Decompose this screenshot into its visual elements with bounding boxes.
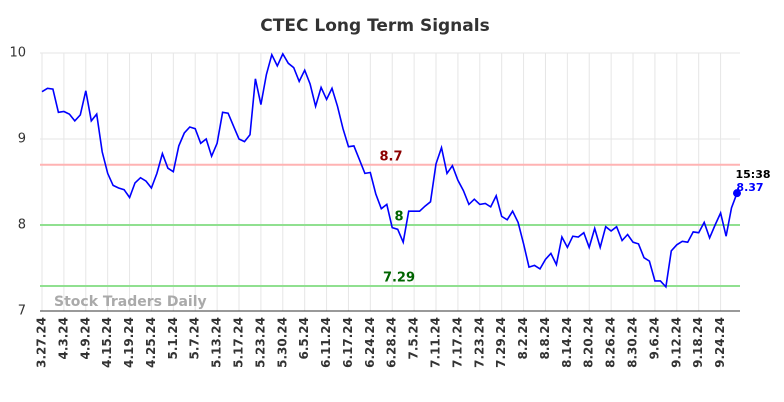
x-tick-label: 9.6.24: [647, 317, 661, 360]
y-tick-label: 10: [9, 46, 26, 61]
x-tick-label: 8.26.24: [604, 317, 618, 368]
x-tick-label: 6.24.24: [363, 317, 377, 368]
x-tick-label: 8.30.24: [626, 317, 640, 368]
x-tick-label: 8.14.24: [560, 317, 574, 368]
reference-label: 8.7: [379, 149, 402, 164]
x-tick-label: 8.2.24: [516, 317, 530, 360]
reference-label: 7.29: [383, 271, 415, 286]
x-tick-label: 6.28.24: [385, 317, 399, 368]
x-tick-label: 8.8.24: [538, 317, 552, 360]
y-tick-label: 8: [18, 218, 26, 233]
x-tick-label: 4.3.24: [56, 317, 70, 360]
x-tick-label: 9.18.24: [691, 317, 705, 368]
reference-label: 8: [394, 210, 403, 225]
x-tick-label: 4.19.24: [122, 317, 136, 368]
last-time: 15:38: [735, 168, 770, 181]
x-tick-label: 8.20.24: [582, 317, 596, 368]
last-point: [733, 189, 741, 198]
x-tick-label: 6.5.24: [297, 317, 311, 360]
x-tick-label: 4.15.24: [100, 317, 114, 368]
x-tick-label: 5.13.24: [210, 317, 224, 368]
x-tick-label: 9.12.24: [669, 317, 683, 368]
x-tick-label: 9.24.24: [713, 317, 727, 368]
x-tick-label: 4.9.24: [78, 317, 92, 360]
x-tick-label: 3.27.24: [35, 317, 49, 368]
x-tick-label: 7.23.24: [472, 317, 486, 368]
chart-title: CTEC Long Term Signals: [260, 16, 489, 36]
x-tick-label: 7.29.24: [494, 317, 508, 368]
last-value: 8.37: [736, 181, 763, 194]
x-tick-label: 5.30.24: [275, 317, 289, 368]
x-tick-label: 7.11.24: [429, 317, 443, 368]
x-tick-label: 5.7.24: [188, 317, 202, 360]
price-line: [41, 52, 738, 289]
x-tick-label: 5.1.24: [166, 317, 180, 360]
watermark: Stock Traders Daily: [54, 294, 207, 310]
x-tick-label: 7.5.24: [407, 317, 421, 360]
y-tick-label: 9: [18, 132, 26, 147]
x-tick-label: 6.17.24: [341, 317, 355, 368]
x-tick-label: 4.25.24: [144, 317, 158, 368]
y-tick-label: 7: [18, 304, 26, 319]
x-tick-label: 7.17.24: [450, 317, 464, 368]
x-tick-label: 5.17.24: [232, 317, 246, 368]
x-tick-label: 6.11.24: [319, 317, 333, 368]
x-tick-label: 5.23.24: [253, 317, 267, 368]
